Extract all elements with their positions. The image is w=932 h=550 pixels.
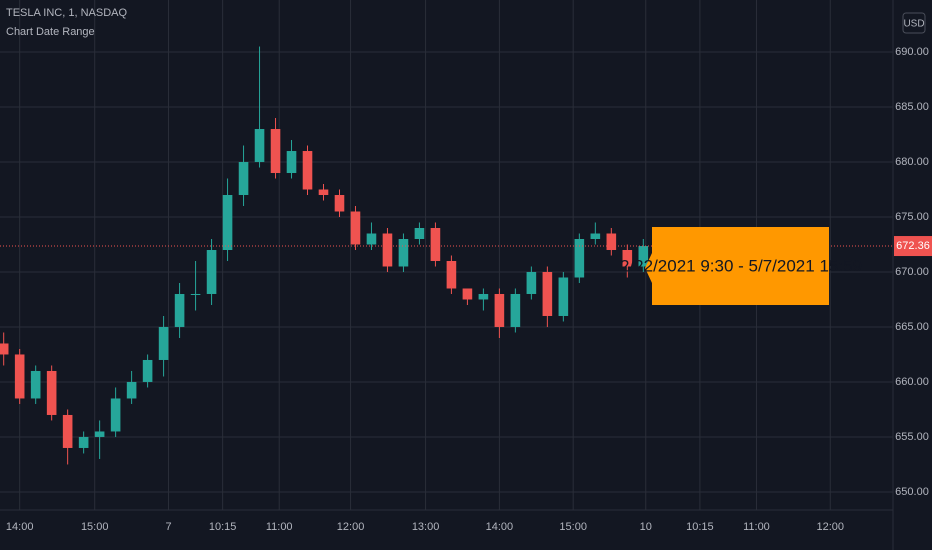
candle-body [590, 233, 601, 239]
x-tick-label: 15:00 [559, 521, 587, 533]
y-tick-label: 660.00 [895, 376, 929, 388]
x-tick-label: 10:15 [686, 521, 714, 533]
x-tick-label: 12:00 [817, 521, 845, 533]
candle-body [158, 326, 169, 360]
candle-body [430, 227, 441, 261]
candle-body [46, 370, 57, 415]
candle-body [414, 227, 425, 239]
callout-box [645, 227, 829, 305]
axes: 650.00 655.00 660.00 665.00 670.00 675.00 680.… [6, 46, 932, 533]
currency-label[interactable]: USD [903, 19, 924, 30]
last-price-tag [894, 236, 932, 257]
y-tick-label: 665.00 [895, 321, 929, 333]
candle-body [606, 233, 617, 250]
x-tick-label: 10 [640, 521, 652, 533]
candle-body [94, 431, 105, 437]
candle-body [574, 238, 585, 278]
candle-body [302, 151, 313, 190]
y-tick-label: 690.00 [895, 46, 929, 58]
candle-body [110, 398, 121, 432]
x-tick-label: 15:00 [81, 521, 109, 533]
y-tick-label: 670.00 [895, 266, 929, 278]
y-tick-label: 675.00 [895, 211, 929, 223]
y-tick-label: 680.00 [895, 156, 929, 168]
currency-button[interactable] [902, 12, 926, 34]
candle-body [526, 271, 537, 294]
y-tick-label: 655.00 [895, 431, 929, 443]
callout-text: 2/22/2021 9:30 - 5/7/2021 15:59 [620, 256, 862, 275]
candle-body [254, 129, 265, 163]
candle-body [78, 436, 89, 448]
candle-body [622, 249, 633, 267]
candle-body [558, 277, 569, 316]
candle-body [350, 211, 361, 245]
candle-body [318, 189, 329, 196]
candle-body [126, 381, 137, 399]
candle-body [174, 293, 185, 327]
candle-body [510, 293, 521, 327]
x-tick-label: 10:15 [209, 521, 237, 533]
candle-body [14, 354, 25, 399]
candle-body [398, 238, 409, 267]
indicator-name: Chart Date Range [6, 26, 95, 38]
x-tick-label: 11:00 [743, 521, 770, 533]
candle-body [62, 414, 73, 448]
candle-body [222, 195, 233, 250]
candle-body [334, 195, 345, 212]
candle-body [190, 293, 201, 295]
x-tick-label: 7 [165, 521, 171, 533]
candle-body [30, 370, 41, 399]
candle-body [446, 260, 457, 289]
x-tick-label: 14:00 [6, 521, 34, 533]
x-tick-label: 12:00 [337, 521, 365, 533]
candle-body [142, 359, 153, 382]
y-tick-label: 650.00 [895, 486, 929, 498]
candle-body [366, 233, 377, 245]
candle-body [478, 293, 489, 300]
date-range-callout: 2/22/2021 9:30 - 5/7/2021 15:59 [620, 227, 862, 305]
candle-body [382, 233, 393, 267]
candle-body [206, 249, 217, 294]
last-price-label: 672.36 [896, 240, 930, 252]
candle-body [462, 288, 473, 300]
x-tick-label: 11:00 [266, 521, 293, 533]
candle-body [286, 151, 297, 174]
candle-body [542, 271, 553, 316]
y-tick-label: 685.00 [895, 101, 929, 113]
x-tick-label: 14:00 [486, 521, 514, 533]
candle-body [0, 343, 9, 355]
candle-body [270, 129, 281, 174]
x-tick-label: 13:00 [412, 521, 440, 533]
candle-body [494, 293, 505, 327]
candle-body [638, 246, 649, 267]
chart-title: TESLA INC, 1, NASDAQ [6, 7, 127, 19]
candle-body [238, 162, 249, 196]
